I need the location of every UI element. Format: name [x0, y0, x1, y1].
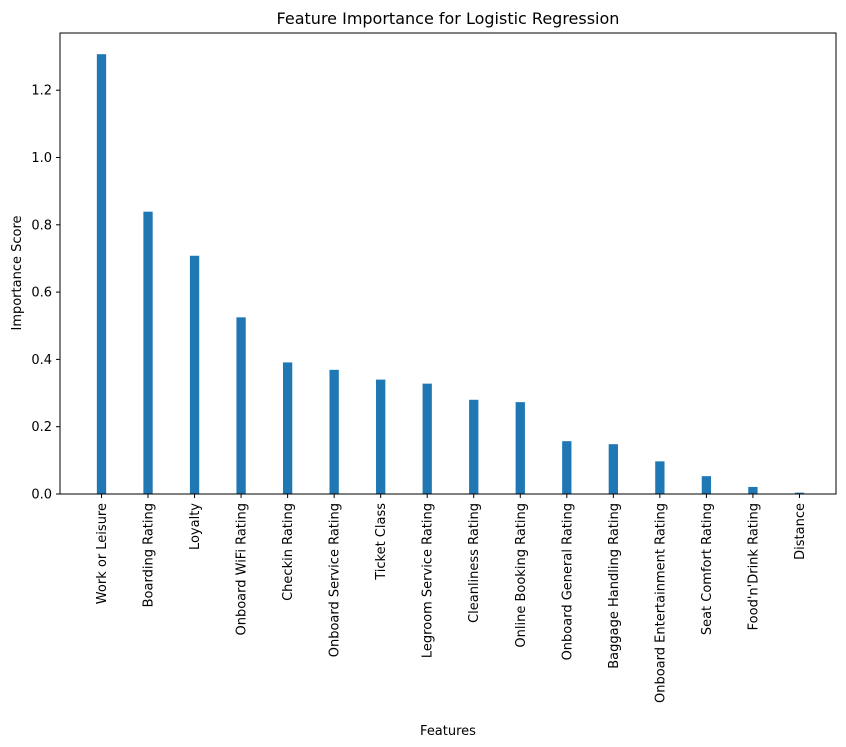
x-tick-label: Boarding Rating — [142, 503, 157, 607]
x-tick-label: Seat Comfort Rating — [700, 503, 715, 635]
bar-distance — [794, 492, 805, 494]
bar-online-booking-rating — [515, 402, 525, 494]
x-tick-label: Work or Leisure — [95, 503, 110, 604]
y-tick-label: 0.2 — [31, 420, 52, 435]
bar-work-or-leisure — [96, 54, 107, 494]
x-tick-label: Loyalty — [188, 503, 203, 550]
bar-onboard-wifi-rating — [236, 317, 246, 494]
chart-title: Feature Importance for Logistic Regressi… — [277, 9, 620, 28]
bar-onboard-service-rating — [329, 369, 339, 494]
bar-baggage-handling-rating — [608, 444, 618, 494]
bar-ticket-class — [376, 379, 386, 494]
y-tick-label: 0.6 — [31, 286, 52, 301]
x-tick-label: Distance — [793, 503, 808, 560]
x-tick-label: Checkin Rating — [281, 503, 296, 601]
plot-frame — [59, 32, 837, 495]
x-tick-label: Onboard Entertainment Rating — [653, 503, 668, 703]
x-tick-label: Onboard Service Rating — [328, 503, 343, 657]
x-axis-label: Features — [420, 724, 476, 739]
bar-seat-comfort-rating — [701, 476, 712, 494]
x-tick-label: Cleanliness Rating — [467, 503, 482, 623]
x-tick-label: Baggage Handling Rating — [607, 503, 622, 669]
y-tick-label: 1.0 — [31, 151, 52, 166]
x-axis: Work or Leisure Boarding Rating Loyalty Onb… — [95, 494, 808, 703]
y-tick-label: 1.2 — [31, 84, 52, 99]
bar-onboard-general-rating — [562, 441, 572, 494]
bar-food-n-drink-rating — [748, 486, 758, 494]
x-tick-label: Onboard General Rating — [560, 503, 575, 660]
y-tick-label: 0.0 — [31, 488, 52, 503]
y-tick-label: 0.4 — [31, 353, 52, 368]
y-axis-label: Importance Score — [10, 215, 25, 330]
bar-boarding-rating — [143, 211, 153, 494]
bar-loyalty — [189, 255, 200, 494]
x-tick-label: Online Booking Rating — [514, 503, 529, 648]
x-tick-label: Ticket Class — [374, 503, 389, 581]
y-tick-label: 0.8 — [31, 218, 52, 233]
bars-layer — [96, 54, 805, 494]
bar-legroom-service-rating — [422, 383, 432, 494]
x-tick-label: Onboard WiFi Rating — [235, 503, 250, 636]
x-tick-label: Legroom Service Rating — [421, 503, 436, 658]
bar-cleanliness-rating — [469, 399, 479, 494]
bar-onboard-entertainment-rating — [655, 461, 665, 494]
y-axis: 0.0 0.2 0.4 0.6 0.8 1.0 1.2 — [31, 84, 60, 503]
bar-checkin-rating — [282, 362, 293, 494]
x-tick-label: Food'n'Drink Rating — [746, 503, 761, 630]
